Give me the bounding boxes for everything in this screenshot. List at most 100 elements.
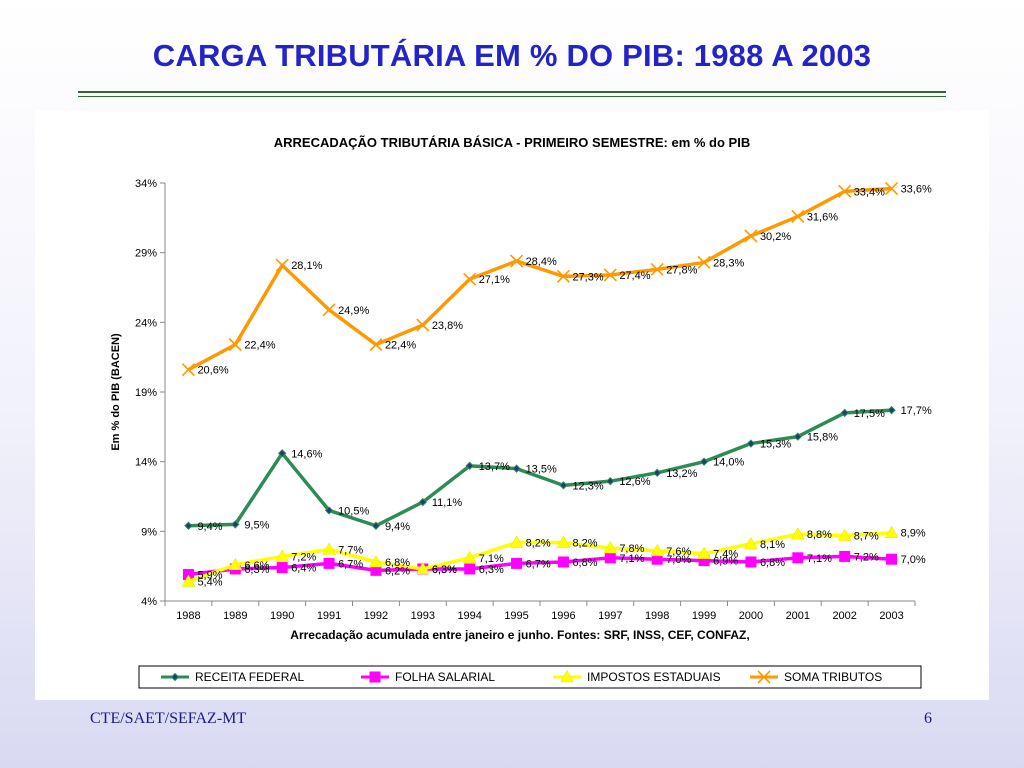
- impostos-estaduais-point: [509, 535, 524, 548]
- soma-tributos-point: [650, 262, 664, 276]
- soma-tributos-data-label: 22,4%: [244, 340, 275, 352]
- receita-federal-data-label: 10,5%: [338, 505, 369, 517]
- impostos-estaduais-point: [884, 525, 899, 538]
- receita-federal-data-label: 9,4%: [197, 521, 222, 533]
- legend-marker-impostos-estaduais: [560, 669, 574, 683]
- soma-tributos-point: [181, 363, 196, 377]
- impostos-estaduais-point: [462, 550, 477, 564]
- impostos-estaduais-point: [790, 527, 805, 540]
- soma-tributos-data-label: 24,9%: [338, 305, 369, 317]
- receita-federal-point: [371, 521, 381, 530]
- soma-tributos-data-label: 27,8%: [666, 264, 697, 276]
- receita-federal-point: [746, 439, 756, 448]
- impostos-estaduais-data-label: 8,9%: [901, 528, 926, 540]
- receita-federal-data-label: 12,6%: [619, 476, 650, 488]
- impostos-estaduais-data-label: 7,8%: [619, 543, 644, 555]
- folha-salarial-point: [651, 553, 663, 565]
- receita-federal-data-label: 11,1%: [432, 497, 463, 509]
- y-tick-label: 29%: [135, 248, 157, 260]
- receita-federal-point: [512, 464, 521, 473]
- soma-tributos-point: [463, 272, 477, 286]
- soma-tributos-data-label: 27,3%: [572, 271, 603, 283]
- title-divider-bottom: [78, 96, 946, 97]
- receita-federal-data-label: 13,5%: [526, 464, 557, 476]
- receita-federal-data-label: 14,6%: [291, 448, 322, 460]
- legend-marker-soma-tributos: [757, 670, 771, 684]
- x-tick-label: 1999: [692, 610, 716, 622]
- legend-box: [138, 665, 922, 689]
- footer-source: CTE/SAET/SEFAZ-MT: [90, 710, 247, 727]
- soma-tributos-data-label: 33,6%: [901, 184, 932, 196]
- impostos-estaduais-data-label: 8,1%: [760, 539, 785, 551]
- impostos-estaduais-line: [187, 530, 892, 584]
- receita-federal-data-label: 9,5%: [244, 519, 269, 531]
- legend-label-folha-salarial: FOLHA SALARIAL: [395, 670, 495, 684]
- soma-tributos-data-label: 30,2%: [760, 231, 791, 243]
- folha-salarial-data-label: 6,7%: [338, 558, 363, 570]
- x-tick-label: 1992: [364, 610, 388, 622]
- folha-salarial-point: [886, 553, 898, 565]
- soma-tributos-data-label: 31,6%: [807, 211, 838, 223]
- folha-salarial-data-label: 6,9%: [713, 556, 738, 568]
- x-tick-label: 1997: [598, 610, 622, 622]
- receita-federal-point: [606, 476, 615, 486]
- y-axis-label: Em % do PIB (BACEN): [110, 333, 122, 451]
- impostos-estaduais-data-label: 8,2%: [526, 537, 551, 549]
- x-tick-label: 2000: [739, 610, 763, 622]
- folha-salarial-point: [792, 552, 804, 564]
- x-tick-label: 1994: [457, 610, 481, 622]
- receita-federal-data-label: 9,4%: [385, 521, 410, 533]
- y-tick-label: 4%: [141, 596, 157, 608]
- folha-salarial-data-label: 7,1%: [619, 553, 644, 565]
- y-tick-label: 9%: [141, 526, 157, 538]
- folha-salarial-data-label: 6,8%: [760, 557, 785, 569]
- receita-federal-data-label: 15,3%: [760, 439, 791, 451]
- receita-federal-point: [418, 497, 428, 507]
- receita-federal-data-label: 15,8%: [807, 432, 838, 444]
- impostos-estaduais-data-label: 7,7%: [338, 544, 363, 556]
- impostos-estaduais-data-label: 7,4%: [713, 549, 738, 561]
- impostos-estaduais-data-label: 5,4%: [197, 576, 222, 588]
- impostos-estaduais-point: [322, 542, 336, 555]
- soma-tributos-point: [838, 184, 852, 198]
- receita-federal-point: [231, 520, 240, 529]
- soma-tributos-point: [228, 338, 242, 352]
- folha-salarial-point: [745, 556, 757, 568]
- y-tick-label: 24%: [135, 317, 157, 329]
- soma-tributos-point: [322, 303, 336, 317]
- x-tick-label: 2001: [786, 610, 810, 622]
- title-divider-top: [78, 91, 946, 93]
- receita-federal-data-label: 17,7%: [901, 405, 932, 417]
- y-tick-label: 14%: [135, 457, 157, 469]
- receita-federal-data-label: 13,2%: [666, 468, 697, 480]
- legend-marker-folha-salarial: [369, 671, 381, 683]
- impostos-estaduais-point: [837, 528, 852, 541]
- x-tick-label: 1988: [176, 610, 200, 622]
- receita-federal-point: [652, 468, 662, 478]
- receita-federal-data-label: 13,7%: [479, 461, 510, 473]
- soma-tributos-data-label: 28,3%: [713, 257, 744, 269]
- impostos-estaduais-point: [275, 549, 290, 562]
- impostos-estaduais-point: [181, 574, 196, 587]
- x-axis-label: Arrecadação acumulada entre janeiro e ju…: [290, 628, 749, 642]
- receita-federal-data-label: 12,3%: [572, 480, 603, 492]
- x-tick-label: 2002: [832, 610, 856, 622]
- soma-tributos-line: [187, 186, 892, 372]
- folha-salarial-data-label: 6,7%: [526, 558, 551, 570]
- soma-tributos-data-label: 27,4%: [619, 270, 650, 282]
- soma-tributos-point: [275, 258, 289, 272]
- receita-federal-point: [324, 506, 334, 515]
- impostos-estaduais-data-label: 8,2%: [572, 537, 597, 549]
- x-tick-label: 1989: [223, 610, 247, 622]
- page-number: 6: [924, 710, 932, 727]
- receita-federal-line: [188, 408, 892, 528]
- soma-tributos-point: [509, 254, 524, 268]
- soma-tributos-data-label: 23,8%: [432, 320, 463, 332]
- soma-tributos-data-label: 27,1%: [479, 274, 510, 286]
- soma-tributos-point: [416, 318, 430, 332]
- impostos-estaduais-point: [744, 536, 758, 550]
- chart-panel: ARRECADAÇÃO TRIBUTÁRIA BÁSICA - PRIMEIRO…: [35, 110, 989, 700]
- impostos-estaduais-data-label: 8,8%: [807, 529, 832, 541]
- impostos-estaduais-point: [369, 554, 383, 568]
- receita-federal-data-label: 17,5%: [854, 408, 885, 420]
